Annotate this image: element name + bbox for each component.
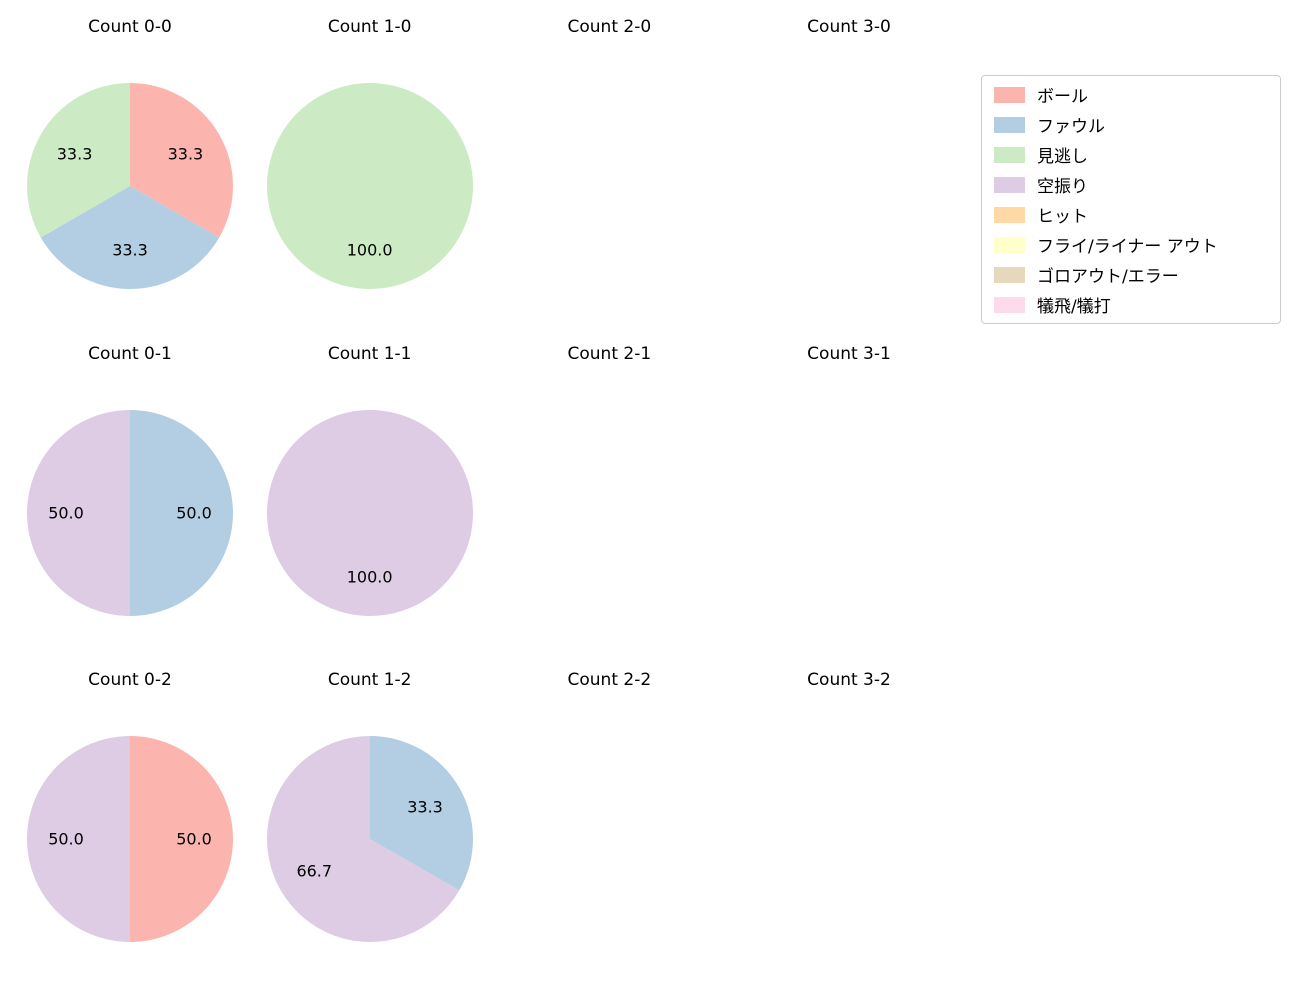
legend-item: 犠飛/犠打 [994,296,1268,317]
legend-item: ボール [994,86,1268,107]
legend: ボールファウル見逃し空振りヒットフライ/ライナー アウト ゴロアウト/エラー 犠飛/… [981,75,1281,324]
legend-swatch [994,266,1025,283]
pie-chart-cell: Count 3-2 [729,653,969,953]
pie-percentage-label: 66.7 [296,861,333,881]
pie-slice [40,186,220,289]
pie-percentage-label: 50.0 [176,829,212,849]
pie-slice [266,83,473,289]
pie-percentage-label: 33.3 [112,240,148,260]
pie-chart-cell: Count 2-0 [489,0,729,300]
legend-swatch [994,86,1025,103]
pie-slice [369,736,473,891]
pie: 33.3 66.7 [266,736,473,942]
pie-chart-cell: Count 1-0 100.0 [250,0,490,300]
legend-item: 空振り [994,176,1268,197]
pie-percentage-label: 50.0 [48,503,84,522]
legend-item: 見逃し [994,146,1268,167]
pie-chart-cell: Count 0-1 50.0 50.0 [10,327,250,627]
legend-item: ゴロアウト/エラー [994,266,1268,287]
pie-chart-cell: Count 1-2 33.3 66.7 [250,653,490,953]
pie-slice [130,83,233,238]
pie-chart-cell: Count 0-0 33.3 33.3 33.3 [10,0,250,300]
legend-swatch [994,206,1025,223]
legend-label: 見逃し [1037,147,1088,167]
legend-swatch [994,146,1025,163]
pie: 50.0 50.0 [27,409,233,616]
pie-slice [27,736,130,942]
pie-percentage-label: 33.3 [407,797,443,817]
pie-percentage-label: 100.0 [346,567,393,586]
pie-title: Count 0-0 [88,17,172,37]
legend-label: ファウル [1037,117,1105,137]
pie-slice [266,409,473,616]
pie-title: Count 2-0 [567,17,652,37]
pie-chart-cell: Count 2-2 [489,653,729,953]
legend-label: 犠飛/犠打 [1037,297,1111,317]
pie-chart-cell: Count 0-2 50.0 50.0 [10,653,250,953]
legend-label: ボール [1037,87,1088,107]
legend-swatch [994,176,1025,193]
pie: 100.0 [266,83,473,289]
pie: 33.3 33.3 33.3 [27,83,233,289]
pie-slice [266,736,459,942]
legend-label: ゴロアウト/エラー [1037,267,1179,287]
pie-percentage-label: 33.3 [167,144,204,164]
pie: 100.0 [266,409,473,616]
pie-percentage-label: 33.3 [56,144,93,164]
pie-slice [130,736,233,942]
legend-swatch [994,116,1025,133]
pie-title: Count 3-0 [807,17,891,37]
pie-slice [27,83,130,238]
pie: 50.0 50.0 [27,736,233,942]
pie-chart-cell: Count 2-1 [489,327,729,627]
pie-title: Count 0-2 [88,670,172,690]
pie-title: Count 1-1 [327,343,412,364]
pie-title: Count 1-2 [327,670,412,690]
pie-slice [130,409,233,616]
pie-title: Count 1-0 [327,17,412,37]
pie-percentage-label: 100.0 [346,240,393,260]
legend-label: 空振り [1037,177,1088,197]
pie-title: Count 0-1 [88,343,172,364]
pie-title: Count 2-2 [567,670,652,690]
pie-title: Count 3-2 [807,670,891,690]
legend-label: フライ/ライナー アウト [1037,237,1218,257]
pie-chart-cell: Count 3-1 [729,327,969,627]
legend-item: ファウル [994,116,1268,137]
pie-chart-cell: Count 1-1 100.0 [250,327,490,627]
pie-percentage-label: 50.0 [48,829,84,849]
legend-item: ヒット [994,206,1268,227]
pie-percentage-label: 50.0 [176,503,212,522]
legend-item: フライ/ライナー アウト [994,236,1268,257]
legend-swatch [994,236,1025,253]
pie-chart-cell: Count 3-0 [729,0,969,300]
legend-label: ヒット [1037,207,1088,227]
pie-title: Count 2-1 [567,343,652,364]
pie-slice [27,409,130,616]
pie-title: Count 3-1 [807,343,891,364]
legend-swatch [994,296,1025,313]
